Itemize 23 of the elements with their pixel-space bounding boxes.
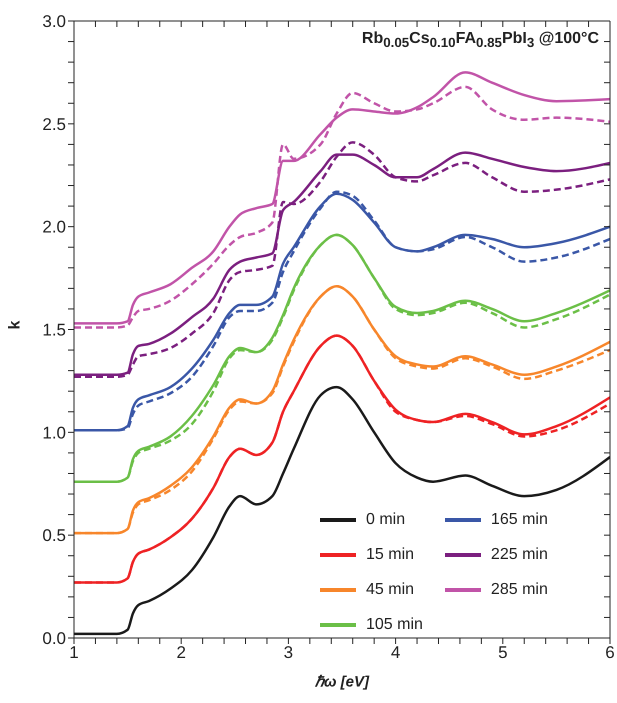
legend-label: 165 min [490, 510, 548, 528]
y-tick-label: 1.0 [42, 423, 66, 442]
legend-label: 15 min [366, 546, 414, 564]
y-tick-label: 2.5 [42, 114, 66, 134]
x-tick-label: 2 [176, 643, 186, 662]
x-tick-label: 4 [390, 643, 400, 662]
legend-label: 285 min [490, 580, 548, 598]
y-tick-label: 0.5 [42, 526, 66, 546]
x-tick-label: 1 [69, 643, 79, 662]
x-tick-label: 5 [498, 643, 508, 662]
y-tick-label: 0.0 [42, 629, 66, 648]
chart-title: Rb$_{0.05}$Cs$_{0.10}$FA$_{0.85}$PbI$_{3}$ @100°C [362, 30, 599, 50]
legend-label: 45 min [366, 580, 414, 598]
y-tick-label: 1.5 [42, 320, 66, 340]
legend-label: 0 min [366, 510, 406, 528]
y-tick-label: 2.0 [42, 218, 66, 237]
legend-label: 225 min [490, 546, 548, 564]
y-axis-title: k [6, 320, 24, 330]
legend-label: 105 min [366, 616, 423, 634]
x-axis-title: ℏω [eV] [314, 674, 370, 691]
x-tick-label: 6 [605, 643, 615, 662]
y-tick-label: 3.0 [42, 12, 66, 32]
x-tick-label: 3 [284, 643, 294, 662]
